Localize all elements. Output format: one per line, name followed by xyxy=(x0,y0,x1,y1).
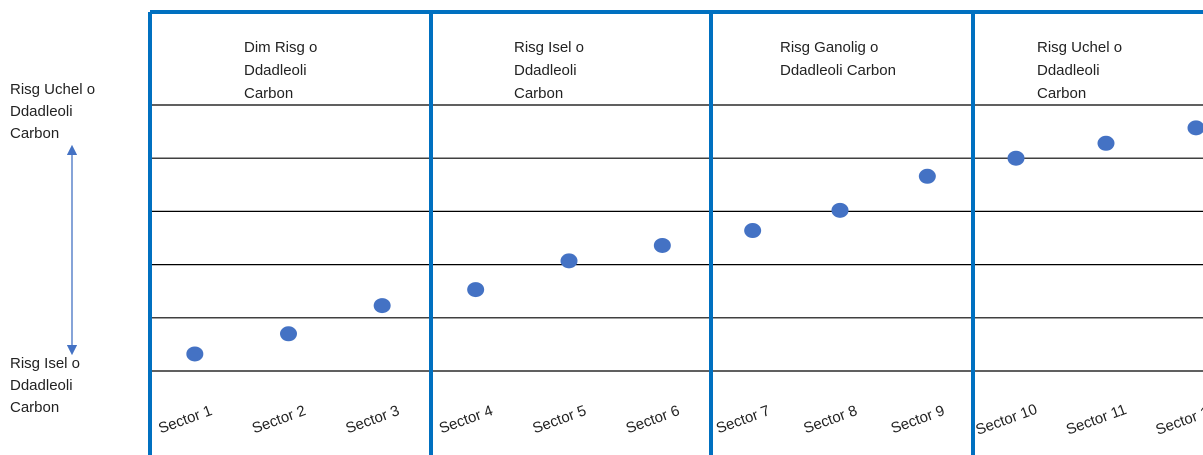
x-tick-label: Sector 11 xyxy=(1064,401,1129,439)
data-point-2 xyxy=(280,326,297,342)
data-point-7 xyxy=(744,223,762,239)
zone-borders xyxy=(148,10,1203,455)
zone-titles: Dim Risg o Ddadleoli Carbon Risg Isel o Ddad… xyxy=(244,39,1122,102)
y-axis-top-label: Risg Uchel o Ddadleoli Carbon xyxy=(10,81,96,142)
zone-title: Risg Isel o Ddadleoli Carbon xyxy=(514,39,584,102)
data-point-3 xyxy=(373,298,391,314)
data-point-12 xyxy=(1187,120,1203,136)
data-points xyxy=(186,120,1203,362)
x-tick-label: Sector 10 xyxy=(973,401,1039,439)
data-point-1 xyxy=(186,346,204,362)
zone-title: Risg Uchel o Ddadleoli Carbon xyxy=(1037,39,1122,102)
gridlines xyxy=(150,104,1203,372)
y-axis-bottom-label: Risg Isel o Ddadleoli Carbon xyxy=(10,355,81,416)
x-tick-label: Sector 12 xyxy=(1153,401,1203,439)
data-point-8 xyxy=(831,202,849,218)
x-tick-label: Sector 1 xyxy=(156,402,214,437)
data-point-4 xyxy=(467,282,485,298)
zone-title: Dim Risg o Ddadleoli Carbon xyxy=(244,39,317,102)
x-tick-label: Sector 4 xyxy=(437,402,495,437)
x-tick-label: Sector 9 xyxy=(889,402,947,437)
x-tick-label: Sector 3 xyxy=(343,402,401,437)
data-point-11 xyxy=(1097,135,1115,151)
data-point-9 xyxy=(918,168,936,184)
data-point-10 xyxy=(1007,150,1025,166)
x-tick-label: Sector 2 xyxy=(250,402,308,437)
data-point-5 xyxy=(560,253,578,269)
x-tick-labels: Sector 1 Sector 2 Sector 3 Sector 4 Sector 5… xyxy=(156,401,1203,439)
data-point-6 xyxy=(653,237,671,253)
x-tick-label: Sector 5 xyxy=(530,402,588,437)
x-tick-label: Sector 6 xyxy=(624,402,682,437)
zone-title: Risg Ganolig o Ddadleoli Carbon xyxy=(780,39,896,79)
x-tick-label: Sector 8 xyxy=(801,402,859,437)
x-tick-label: Sector 7 xyxy=(714,402,772,437)
